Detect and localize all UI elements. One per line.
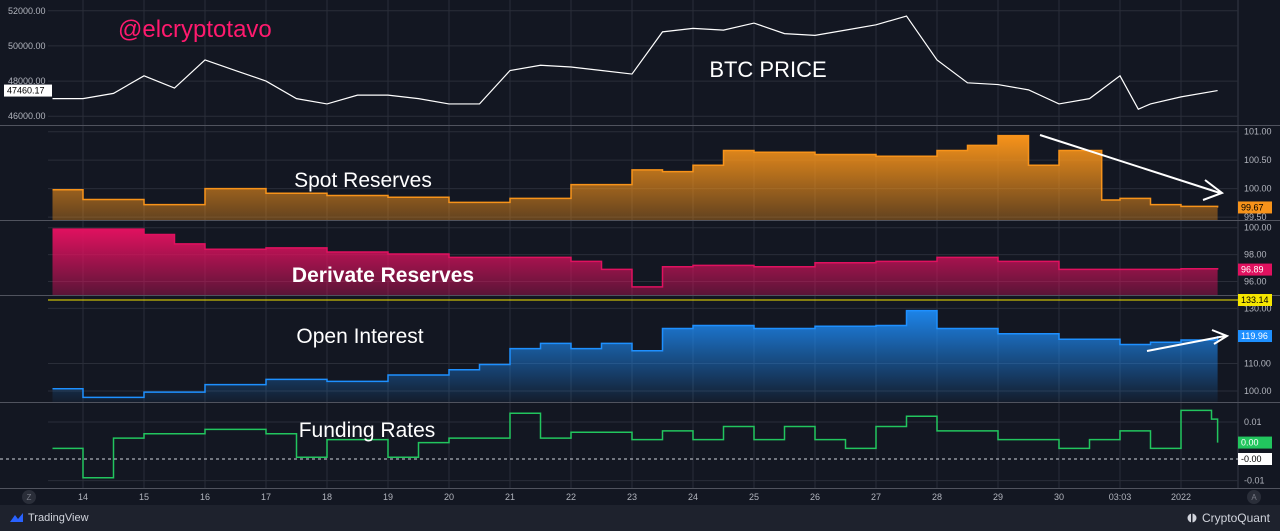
last-value: 119.96: [1241, 331, 1268, 341]
last-value-badge: [4, 84, 52, 97]
y-tick-label: 50000.00: [8, 41, 46, 51]
series-line: [52, 228, 1219, 288]
reference-value-badge: [1238, 453, 1272, 465]
x-tick-label: 14: [78, 492, 88, 502]
cryptoquant-logo: CryptoQuant: [1186, 511, 1270, 525]
last-value-badge: [1238, 330, 1272, 343]
y-tick-label: 100.50: [1244, 155, 1272, 165]
x-tick-label: 22: [566, 492, 576, 502]
y-tick-label: 101.00: [1244, 127, 1272, 137]
cryptoquant-label: CryptoQuant: [1201, 511, 1270, 525]
last-value: 0.00: [1241, 438, 1259, 448]
y-tick-label: 100.00: [1244, 386, 1272, 396]
x-tick-label: 29: [993, 492, 1003, 502]
last-value: 96.89: [1241, 265, 1264, 275]
last-value: 99.67: [1241, 202, 1264, 212]
watermark: @elcryptotavo: [118, 16, 272, 43]
series-title: Derivate Reserves: [292, 264, 474, 287]
y-tick-label: 98.00: [1244, 250, 1267, 260]
y-tick-label: 0.01: [1244, 417, 1262, 427]
y-tick-label: 46000.00: [8, 111, 46, 121]
x-tick-label: 26: [810, 492, 820, 502]
x-tick-label: 16: [200, 492, 210, 502]
series-line: [52, 409, 1219, 479]
y-tick-label: 130.00: [1244, 303, 1272, 313]
x-tick-label: 2022: [1171, 492, 1191, 502]
scale-z-label: Z: [27, 493, 32, 502]
x-tick-label: 20: [444, 492, 454, 502]
last-value-badge: [1238, 201, 1272, 214]
x-tick-label: 15: [139, 492, 149, 502]
x-tick-label: 30: [1054, 492, 1064, 502]
tradingview-label: TradingView: [28, 512, 89, 524]
scale-z-button: [22, 490, 36, 504]
series-line: [52, 309, 1219, 399]
x-tick-label: 19: [383, 492, 393, 502]
trend-arrow-annotation: [1039, 134, 1225, 201]
trend-arrow-annotation: [1146, 329, 1230, 352]
series-line: [52, 15, 1218, 110]
y-tick-label: 48000.00: [8, 76, 46, 86]
chart-area[interactable]: 14 15 16 17 18 19 20 21 22 23 24 25 26 27 28 29 30 03:03 2…: [0, 0, 1280, 505]
y-tick-label: 99.50: [1244, 212, 1267, 222]
series-area-fill: [52, 310, 1218, 402]
series-title: Open Interest: [296, 325, 423, 348]
x-tick-label: 27: [871, 492, 881, 502]
series-area-fill: [52, 229, 1218, 295]
auto-scale-button: [1247, 490, 1261, 504]
auto-scale-label: A: [1251, 493, 1257, 502]
tradingview-icon: [10, 513, 23, 522]
x-tick-label: 25: [749, 492, 759, 502]
cryptoquant-icon: [1187, 513, 1197, 523]
reference-value: 133.14: [1241, 295, 1269, 305]
x-tick-label: 28: [932, 492, 942, 502]
reference-value: -0.00: [1241, 454, 1262, 464]
reference-value-badge: [1238, 294, 1272, 306]
y-tick-label: 52000.00: [8, 6, 46, 16]
x-tick-label: 21: [505, 492, 515, 502]
y-tick-label: 100.00: [1244, 223, 1272, 233]
x-tick-label: 17: [261, 492, 271, 502]
x-tick-label: 18: [322, 492, 332, 502]
x-tick-label: 24: [688, 492, 698, 502]
series-line: [52, 134, 1219, 208]
last-value: 47460.17: [7, 86, 45, 96]
series-title: BTC PRICE: [709, 57, 826, 82]
tradingview-logo[interactable]: TradingView: [10, 512, 89, 524]
x-tick-label: 23: [627, 492, 637, 502]
x-tick-label: 03:03: [1109, 492, 1132, 502]
series-title: Spot Reserves: [294, 169, 432, 192]
last-value-badge: [1238, 263, 1272, 276]
footer: TradingView CryptoQuant: [0, 505, 1280, 531]
y-tick-label: 110.00: [1244, 358, 1271, 368]
y-tick-label: -0.01: [1244, 476, 1265, 486]
y-tick-label: 96.00: [1244, 277, 1267, 287]
y-tick-label: 100.00: [1244, 184, 1272, 194]
series-title: Funding Rates: [299, 419, 436, 442]
last-value-badge: [1238, 436, 1272, 449]
